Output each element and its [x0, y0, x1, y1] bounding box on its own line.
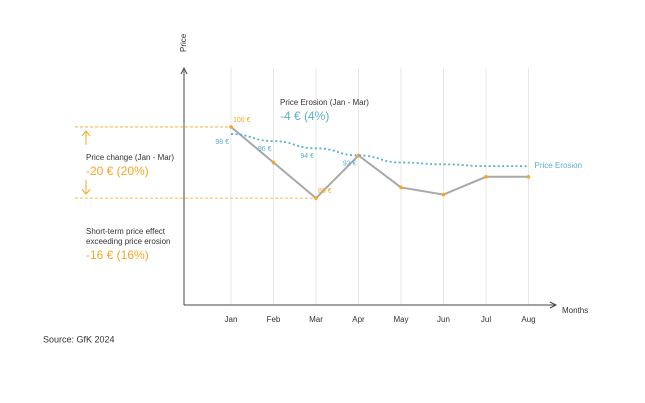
value-label: 94 €: [300, 153, 314, 160]
y-axis-arrow: [180, 66, 188, 75]
point: [399, 185, 403, 190]
y-axis-label: Price: [179, 33, 188, 52]
value-label: 100 €: [233, 117, 251, 124]
point: [526, 174, 531, 179]
x-tick-label: Apr: [352, 315, 365, 324]
point: [314, 196, 318, 200]
x-tick-label: Aug: [521, 315, 535, 324]
value-label: 92 €: [343, 160, 357, 167]
value-label: 80 €: [318, 188, 332, 195]
point: [484, 174, 488, 179]
x-axis-arrow: [549, 301, 558, 309]
x-tick-label: May: [393, 315, 408, 324]
annotation-title: Price Erosion (Jan - Mar): [280, 98, 369, 107]
annotation-value: -4 € (4%): [280, 109, 329, 123]
x-tick-label: Mar: [309, 315, 323, 324]
x-tick-label: Jul: [481, 315, 491, 324]
annotation-title: exceeding price erosion: [86, 237, 171, 246]
annotation-title: Short-term price effect: [86, 227, 166, 236]
arrow-down-head: [81, 188, 91, 195]
arrow-up-head: [81, 130, 91, 137]
series-line: [230, 133, 529, 167]
annotation-value: -20 € (20%): [86, 164, 149, 178]
point: [441, 192, 446, 197]
x-tick-label: Jan: [225, 315, 238, 324]
annotation-value: -16 € (16%): [86, 248, 149, 262]
annotation-title: Price change (Jan - Mar): [86, 153, 174, 162]
series-name: Price Erosion: [535, 161, 583, 170]
x-axis-label: Months: [562, 306, 588, 315]
value-label: 98 €: [215, 139, 229, 146]
series-line: [230, 126, 529, 200]
point: [271, 160, 276, 165]
x-tick-label: Feb: [267, 315, 281, 324]
source: Source: GfK 2024: [43, 334, 115, 344]
x-tick-label: Jun: [437, 315, 450, 324]
value-label: 96 €: [258, 146, 272, 153]
point: [229, 125, 233, 129]
